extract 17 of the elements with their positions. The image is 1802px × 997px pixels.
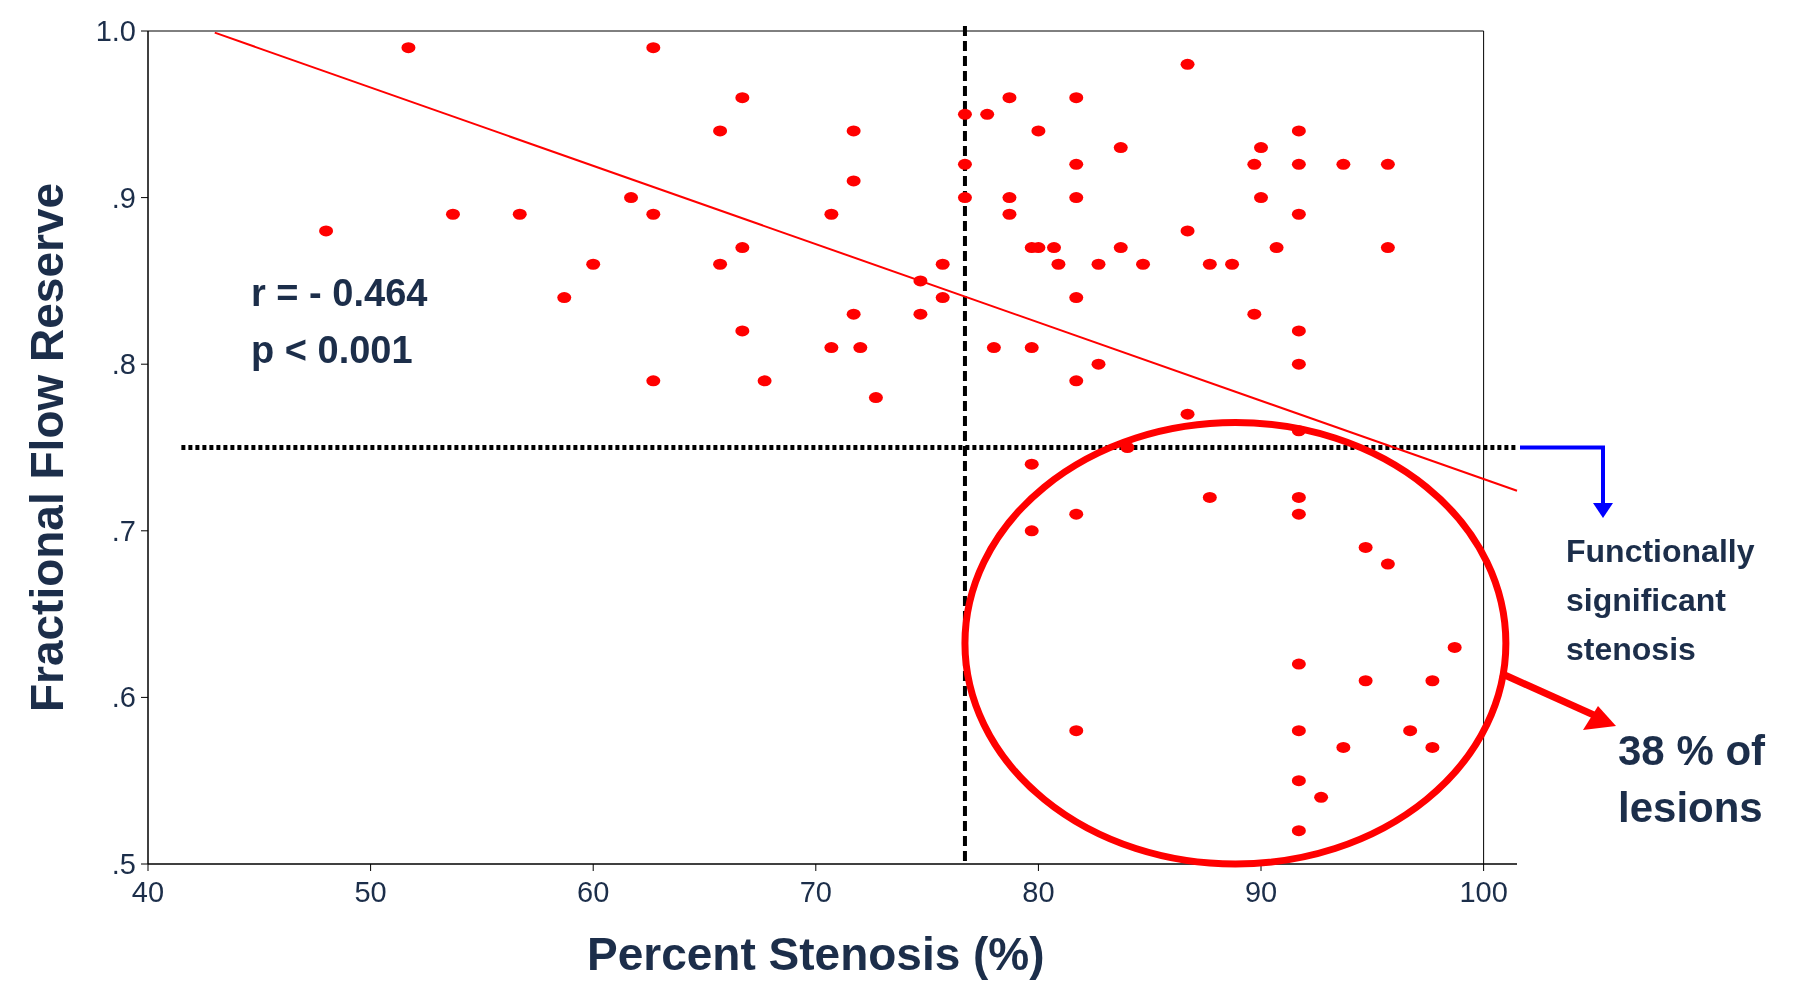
text: Functionally significant stenosis [1566, 533, 1755, 667]
x-tick-label: 50 [354, 876, 387, 908]
x-tick-label: 90 [1244, 876, 1278, 908]
x-tick-label: 80 [1022, 876, 1055, 908]
text: 38 % of lesions [1618, 727, 1767, 831]
x-tick-label: 70 [799, 876, 832, 908]
annotation: p < 0.001 [251, 329, 413, 371]
annotation: r = - 0.464 [251, 272, 428, 314]
y-tick-label: .8 [111, 348, 136, 381]
x-tick-label: 100 [1459, 876, 1508, 908]
x-axis-title: Percent Stenosis (%) [587, 928, 1045, 980]
y-tick-label: .9 [111, 181, 136, 214]
y-tick-label: 1.0 [95, 15, 136, 47]
y-axis-title: Fractional Flow Reserve [21, 182, 73, 713]
y-tick-label: .6 [111, 681, 136, 714]
y-tick-label: .7 [111, 514, 136, 547]
x-tick-label: 60 [577, 876, 610, 908]
